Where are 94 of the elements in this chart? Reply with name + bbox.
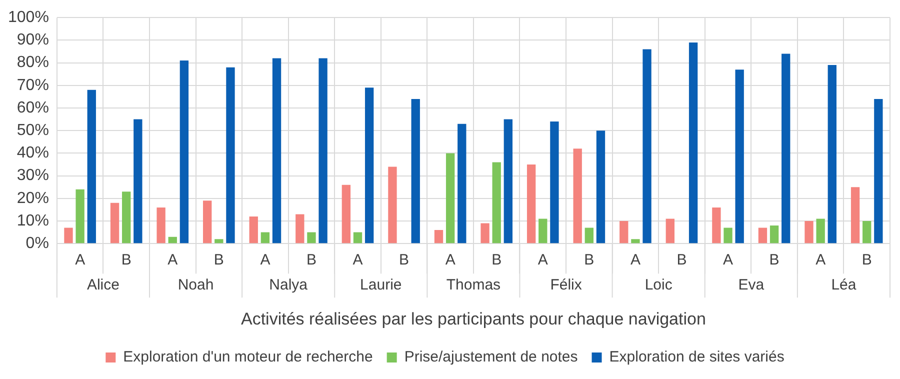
text: Noah <box>178 276 214 294</box>
bar <box>203 200 212 244</box>
bar <box>214 239 224 244</box>
bar <box>307 232 316 244</box>
bar <box>770 226 779 244</box>
bar <box>76 189 84 244</box>
legend-label: Exploration d'un moteur de recherche <box>123 348 373 366</box>
text: Loic <box>644 276 673 294</box>
bar <box>816 218 825 244</box>
bar <box>64 228 73 244</box>
bar <box>272 58 282 244</box>
y-tick-label: 70% <box>16 76 49 94</box>
text: Eva <box>738 276 765 294</box>
bar <box>353 232 362 244</box>
y-tick-label: 30% <box>16 167 49 184</box>
y-tick-label: 100% <box>8 9 49 26</box>
bar <box>434 230 444 244</box>
x-tick-label: B <box>769 252 780 269</box>
bar <box>492 162 501 244</box>
bar <box>526 164 536 244</box>
bar <box>504 119 513 244</box>
bar <box>388 166 397 244</box>
bar <box>110 202 120 244</box>
x-tick-label: A <box>168 252 178 269</box>
x-tick-label: A <box>75 252 86 269</box>
bar <box>538 218 548 244</box>
bar <box>584 228 594 244</box>
x-tick-label: B <box>399 252 410 269</box>
bar <box>260 232 270 244</box>
bar <box>804 221 814 244</box>
bar <box>550 122 559 244</box>
bar <box>364 88 374 244</box>
bar <box>620 221 628 244</box>
bar <box>850 187 860 244</box>
bar <box>735 70 744 244</box>
bar <box>596 130 606 244</box>
text: Thomas <box>446 276 501 294</box>
text: Félix <box>550 276 582 294</box>
bar <box>296 214 304 244</box>
bar <box>688 42 698 244</box>
bar <box>862 221 872 244</box>
y-tick-label: 50% <box>16 122 49 140</box>
x-tick-label: B <box>214 252 224 269</box>
bar <box>573 148 582 244</box>
bar <box>342 184 351 244</box>
bar <box>828 65 836 244</box>
bar <box>156 207 166 244</box>
text: Alice <box>86 276 120 294</box>
x-tick-label: B <box>584 252 594 269</box>
bar <box>782 54 790 244</box>
bar <box>446 153 455 244</box>
bar <box>226 67 235 244</box>
y-tick-label: 20% <box>16 190 49 207</box>
x-tick-label: A <box>445 252 456 269</box>
x-tick-label: A <box>260 252 270 269</box>
x-tick-label: A <box>723 252 734 269</box>
bar <box>642 49 652 244</box>
y-tick-label: 60% <box>16 99 49 116</box>
x-tick-label: A <box>352 252 363 269</box>
y-tick-label: 0% <box>26 235 49 252</box>
bar <box>666 218 674 244</box>
x-tick-label: B <box>121 252 132 269</box>
x-tick-label: B <box>306 252 316 269</box>
bar <box>122 192 131 244</box>
bar <box>631 239 640 244</box>
bar <box>168 236 177 244</box>
bar <box>411 98 420 244</box>
legend-label: Exploration de sites variés <box>609 348 784 366</box>
bar <box>724 228 732 244</box>
bar <box>180 60 189 244</box>
y-tick-label: 90% <box>16 32 49 49</box>
x-tick-label: A <box>816 252 826 269</box>
bar <box>480 223 490 244</box>
x-tick-label: B <box>676 252 687 269</box>
bar <box>712 207 721 244</box>
bar <box>318 58 328 244</box>
text: Nalya <box>269 276 308 294</box>
y-tick-label: 40% <box>16 144 49 162</box>
y-tick-label: 10% <box>16 212 49 230</box>
bar <box>758 228 768 244</box>
legend-label: Prise/ajustement de notes <box>404 348 578 366</box>
text: Laurie <box>360 276 402 294</box>
bar <box>249 216 258 244</box>
x-tick-label: B <box>492 252 502 269</box>
bar <box>458 124 466 244</box>
bar <box>87 90 96 244</box>
x-tick-label: A <box>538 252 548 269</box>
bar <box>134 119 142 244</box>
bar <box>874 98 883 244</box>
text: Léa <box>831 276 857 294</box>
x-tick-label: A <box>630 252 640 269</box>
x-tick-label: B <box>862 252 872 269</box>
x-axis-title: Activités réalisées par les participants pour chaque navigation <box>240 309 706 328</box>
y-tick-label: 80% <box>16 54 49 72</box>
